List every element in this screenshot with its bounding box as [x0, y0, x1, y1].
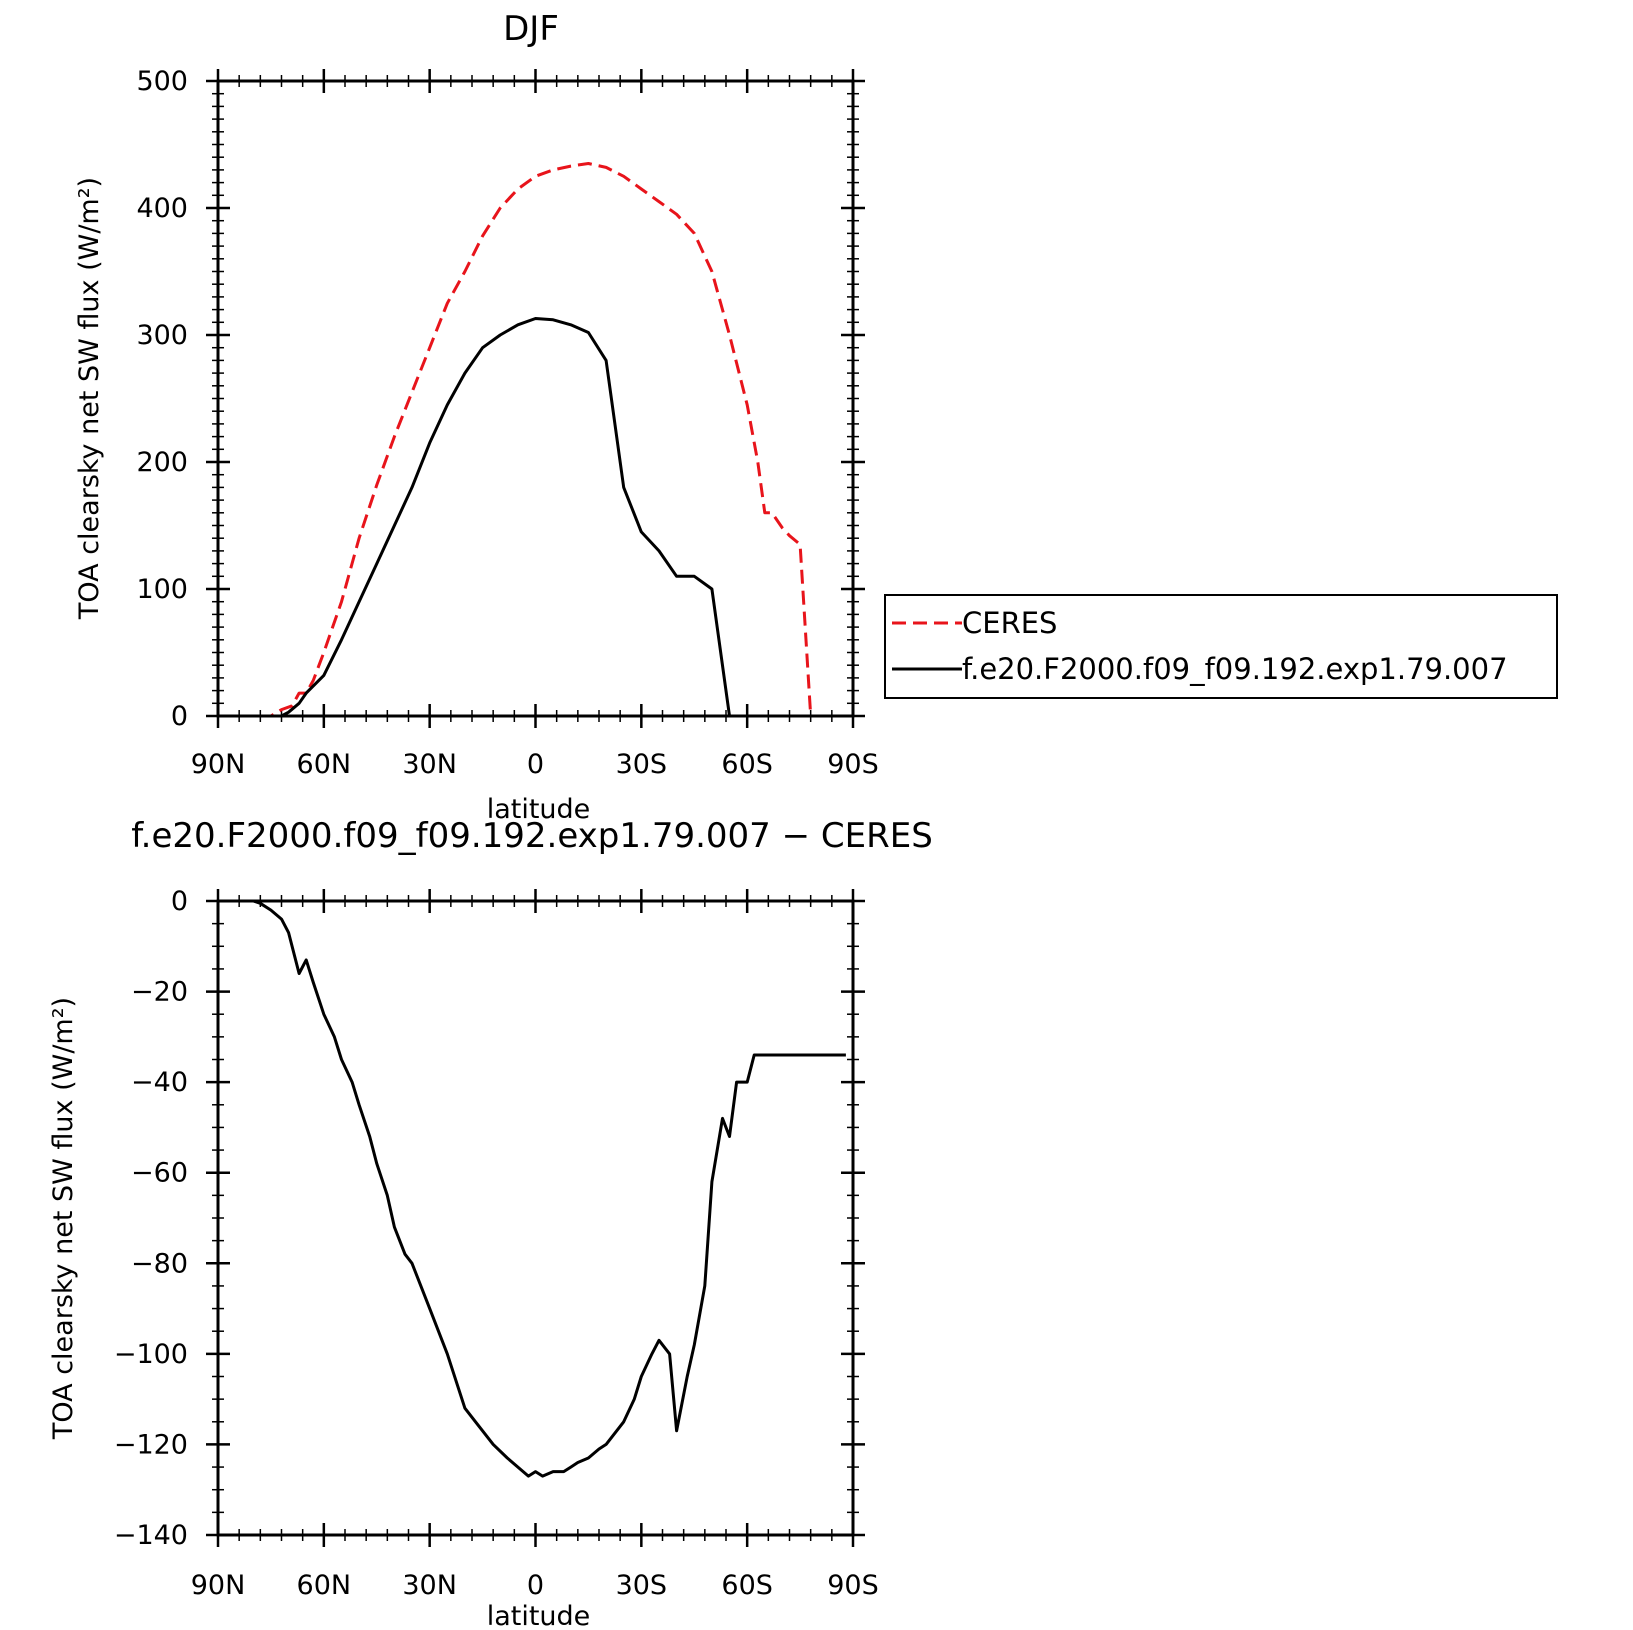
x-tick-label: 0: [527, 1570, 544, 1601]
y-tick-label: 400: [136, 193, 188, 224]
x-tick-label: 60N: [297, 749, 352, 780]
bottom-chart-title: f.e20.F2000.f09_f09.192.exp1.79.007 − CE…: [131, 816, 933, 856]
series-line-ceres: [218, 162, 853, 718]
bottom-chart-frame: [216, 899, 855, 1537]
legend-entry-model: f.e20.F2000.f09_f09.192.exp1.79.007: [962, 652, 1508, 686]
series-line-difference: [218, 899, 846, 1478]
y-tick-label: 0: [171, 701, 188, 732]
legend-box: [884, 594, 1558, 699]
x-tick-label: 30S: [616, 749, 668, 780]
y-tick-label: −60: [131, 1158, 188, 1189]
x-tick-label: 90S: [827, 1570, 879, 1601]
top-chart-ticks: [206, 69, 865, 728]
y-tick-label: 0: [171, 886, 188, 917]
x-tick-label: 60S: [721, 749, 773, 780]
legend-entry-ceres: CERES: [962, 606, 1057, 640]
bottom-chart: f.e20.F2000.f09_f09.192.exp1.79.007 − CE…: [48, 816, 933, 1630]
x-tick-label: 90N: [191, 749, 246, 780]
y-tick-label: 300: [136, 320, 188, 351]
y-tick-label: −20: [131, 977, 188, 1008]
legend: CERES f.e20.F2000.f09_f09.192.exp1.79.00…: [884, 594, 1558, 699]
y-tick-label: −120: [114, 1429, 188, 1460]
bottom-chart-x-axis-title: latitude: [487, 1601, 591, 1630]
y-tick-label: −80: [131, 1248, 188, 1279]
top-chart-frame: [216, 79, 855, 718]
series-line-f-e20-f2000-f09-f09-192-exp1-79-007: [218, 317, 853, 718]
y-tick-label: 500: [136, 66, 188, 97]
bottom-chart-series: [218, 899, 846, 1478]
y-tick-label: −100: [114, 1339, 188, 1370]
top-chart-series: [218, 162, 853, 718]
bottom-chart-y-axis-title: TOA clearsky net SW flux (W/m²): [48, 997, 79, 1440]
top-chart-tick-labels: 0 100 200 300 400 500 90N 60N 30N 0 30S 60S 90S: [136, 66, 878, 780]
x-tick-label: 60S: [721, 1570, 773, 1601]
x-tick-label: 30N: [402, 749, 457, 780]
top-chart-y-axis-title: TOA clearsky net SW flux (W/m²): [74, 177, 105, 620]
y-tick-label: 100: [136, 574, 188, 605]
x-tick-label: 90N: [191, 1570, 246, 1601]
x-tick-label: 30N: [402, 1570, 457, 1601]
y-tick-label: −40: [131, 1067, 188, 1098]
y-tick-label: −140: [114, 1520, 188, 1551]
x-tick-label: 30S: [616, 1570, 668, 1601]
x-tick-label: 0: [527, 749, 544, 780]
top-chart-title: DJF: [503, 9, 559, 49]
x-tick-label: 90S: [827, 749, 879, 780]
y-tick-label: 200: [136, 447, 188, 478]
top-chart-x-axis-title: latitude: [487, 794, 591, 825]
bottom-chart-ticks: [206, 889, 865, 1547]
x-tick-label: 60N: [297, 1570, 352, 1601]
